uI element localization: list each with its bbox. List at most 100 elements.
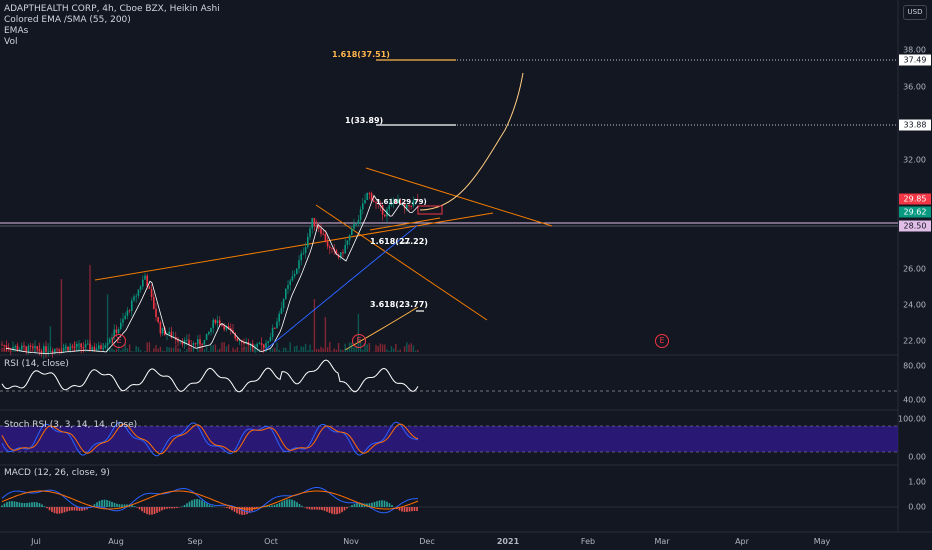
stoch-d-line: [1, 423, 419, 455]
volume-bar: [263, 343, 265, 352]
volume-bar: [225, 346, 228, 352]
candle-body: [45, 346, 47, 353]
candle-body: [190, 344, 192, 346]
volume-bar: [120, 350, 122, 352]
candle-body: [318, 226, 320, 229]
macd-histogram-bar: [41, 504, 43, 507]
macd-histogram-bar: [111, 501, 113, 507]
macd-histogram-bar: [406, 507, 408, 512]
indicator-emas[interactable]: EMAs: [4, 26, 29, 36]
fib-label-2[interactable]: 1(33.89): [345, 116, 384, 125]
macd-histogram-bar: [116, 503, 118, 507]
candle-body: [3, 345, 5, 346]
indicator-volume[interactable]: Vol: [4, 37, 18, 47]
volume-bar: [153, 348, 155, 352]
volume-bars: [1, 264, 419, 352]
volume-bar: [357, 313, 360, 352]
fib-label-5[interactable]: 1.618(29.79): [376, 198, 427, 206]
price-badge-close: 29.62: [899, 206, 931, 218]
candle-body: [124, 315, 126, 320]
candle-body: [111, 337, 113, 340]
fib-label-1[interactable]: 1.618(37.51): [332, 50, 390, 59]
volume-bar: [386, 349, 388, 352]
candle-body: [291, 276, 294, 281]
macd-label[interactable]: MACD (12, 26, close, 9): [4, 468, 110, 478]
volume-bar: [1, 347, 3, 352]
candle-body: [302, 252, 305, 254]
macd-histogram-bar: [71, 507, 73, 511]
macd-histogram-bar: [208, 504, 211, 507]
volume-bar: [49, 326, 52, 352]
macd-histogram-bar: [378, 500, 381, 507]
price-tick: 36.00: [903, 82, 926, 92]
candle-body: [258, 343, 261, 344]
volume-bar: [157, 348, 159, 352]
macd-histogram-bar: [336, 507, 338, 515]
currency-button[interactable]: USD: [903, 5, 927, 20]
macd-histogram-bar: [56, 507, 58, 514]
volume-bar: [344, 343, 346, 352]
time-tick: Oct: [264, 537, 278, 546]
volume-bar: [331, 351, 333, 352]
time-tick: May: [813, 537, 831, 546]
macd-histogram-bar: [343, 507, 346, 511]
candle-body: [346, 240, 349, 245]
candle-body: [122, 319, 124, 323]
macd-histogram-bar: [368, 503, 371, 507]
volume-bar: [348, 342, 351, 352]
macd-histogram-bar: [33, 502, 36, 507]
candle-body: [168, 331, 170, 335]
volume-bar: [71, 345, 74, 352]
earnings-marker[interactable]: E: [112, 334, 126, 348]
volume-bar: [337, 342, 340, 352]
volume-bar: [133, 351, 135, 352]
rsi-label[interactable]: RSI (14, close): [4, 359, 69, 369]
indicator-colored-ema[interactable]: Colored EMA /SMA (55, 200): [4, 15, 131, 25]
candle-body: [324, 233, 327, 242]
volume-bar: [16, 344, 19, 352]
volume-bar: [256, 342, 258, 352]
macd-histogram-bar: [313, 507, 316, 510]
volume-bar: [23, 347, 25, 352]
candle-body: [155, 308, 157, 318]
candle-body: [227, 326, 230, 329]
candle-body: [269, 336, 272, 342]
volume-bar: [7, 347, 10, 352]
ema-line-white: [5, 194, 419, 355]
fib-label-3[interactable]: 1.618(27.22): [370, 237, 428, 246]
candle-body: [23, 345, 25, 347]
candle-body: [192, 343, 195, 346]
volume-bar: [82, 347, 85, 352]
fib-label-4[interactable]: 3.618(23.77): [370, 300, 428, 309]
volume-bar: [280, 351, 283, 352]
macd-histogram-bar: [93, 504, 96, 507]
trendline-descending: [365, 167, 553, 227]
candle-body: [238, 340, 241, 342]
macd-histogram-bar: [176, 507, 178, 509]
volume-bar: [335, 349, 338, 352]
stoch-rsi-label[interactable]: Stoch RSI (3, 3, 14, 14, close): [4, 420, 138, 430]
volume-bar: [69, 342, 71, 352]
volume-bar: [87, 350, 89, 352]
macd-histogram-bar: [166, 507, 168, 509]
candle-body: [181, 341, 184, 345]
macd-histogram-bar: [151, 507, 153, 515]
volume-bar: [340, 349, 342, 352]
volume-bar: [62, 344, 65, 352]
candle-body: [47, 351, 49, 353]
macd-histogram-bar: [371, 502, 373, 507]
volume-bar: [219, 348, 221, 352]
macd-histogram-bar: [411, 507, 413, 512]
macd-histogram-bar: [153, 507, 156, 514]
macd-histogram-bar: [231, 507, 233, 511]
volume-bar: [60, 279, 63, 352]
earnings-marker[interactable]: E: [655, 334, 669, 348]
earnings-marker[interactable]: E: [352, 334, 366, 348]
macd-histogram-bar: [266, 505, 268, 507]
macd-histogram-bar: [3, 503, 6, 507]
symbol-title[interactable]: ADAPTHEALTH CORP, 4h, Cboe BZX, Heikin A…: [4, 4, 220, 14]
volume-bar: [221, 342, 223, 352]
macd-histogram-bar: [13, 501, 16, 507]
macd-histogram-bar: [186, 503, 188, 507]
